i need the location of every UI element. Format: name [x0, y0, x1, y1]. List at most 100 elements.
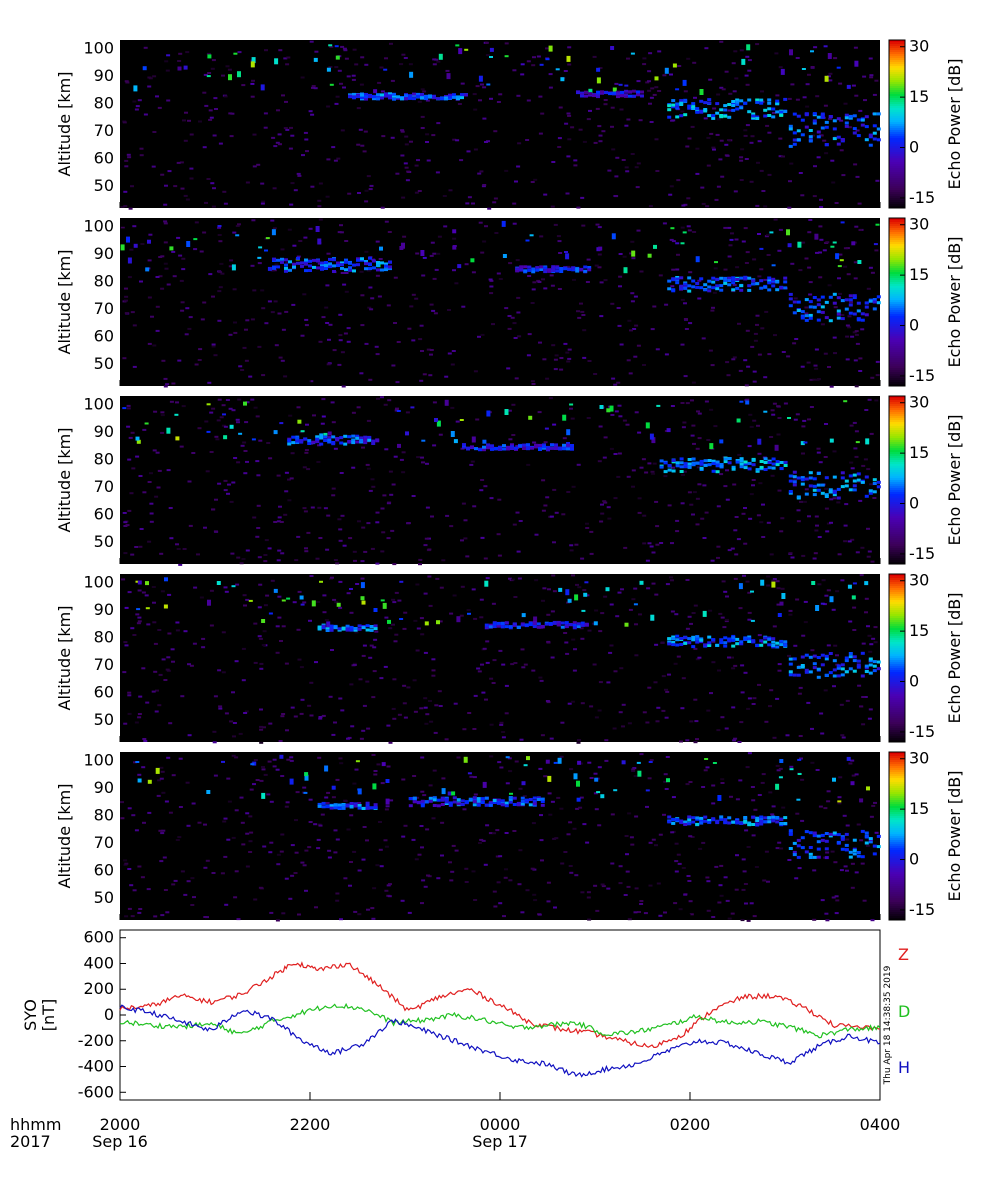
noise-echo: [742, 574, 746, 577]
noise-echo: [134, 546, 139, 548]
noise-echo: [230, 552, 235, 555]
noise-echo: [598, 134, 603, 137]
layer-cell: [755, 819, 760, 822]
colorbar-step: [889, 728, 905, 731]
colorbar-step: [889, 410, 905, 413]
noise-echo: [263, 773, 268, 776]
noise-echo: [788, 613, 793, 616]
layer-cell: [711, 817, 716, 821]
noise-echo: [256, 527, 261, 529]
noise-echo: [569, 871, 574, 874]
noise-echo: [229, 135, 234, 138]
noise-echo: [527, 333, 532, 336]
colorbar-step: [889, 756, 905, 759]
noise-echo: [139, 154, 144, 157]
layer-cell: [484, 623, 489, 627]
noise-echo: [305, 423, 309, 426]
noise-echo: [289, 756, 294, 759]
layer-cell: [792, 142, 797, 146]
noise-echo: [386, 537, 391, 540]
noise-echo: [744, 74, 749, 77]
noise-echo: [297, 913, 301, 916]
noise-echo: [430, 241, 435, 244]
sporadic-echo: [206, 403, 211, 406]
sporadic-echo: [193, 238, 198, 241]
noise-echo: [813, 364, 818, 367]
noise-echo: [326, 363, 331, 366]
sporadic-echo: [712, 762, 717, 764]
noise-echo: [285, 261, 290, 264]
noise-echo: [465, 202, 470, 205]
sporadic-echo: [163, 604, 168, 609]
noise-echo: [156, 794, 161, 797]
noise-echo: [244, 421, 249, 424]
noise-echo: [467, 196, 472, 199]
noise-echo: [538, 767, 543, 770]
layer-cell: [546, 445, 550, 449]
noise-echo: [565, 351, 570, 354]
sporadic-echo: [267, 266, 272, 271]
noise-echo: [449, 879, 454, 882]
layer-cell: [840, 485, 845, 489]
colorbar-step: [889, 430, 905, 433]
noise-echo: [854, 225, 859, 228]
sporadic-echo: [645, 789, 650, 792]
noise-echo: [338, 334, 343, 337]
noise-echo: [427, 575, 432, 578]
colorbar-step: [889, 126, 905, 129]
noise-echo: [712, 107, 717, 110]
layer-cell: [796, 129, 801, 133]
layer-cell: [783, 822, 788, 825]
noise-echo: [554, 511, 559, 514]
noise-echo: [853, 277, 858, 280]
layer-cell: [824, 673, 829, 677]
layer-cell: [840, 138, 845, 141]
sporadic-echo: [746, 44, 751, 51]
layer-cell: [763, 640, 768, 644]
noise-echo: [766, 880, 770, 883]
noise-echo: [752, 915, 757, 918]
noise-echo: [325, 802, 330, 804]
noise-echo: [747, 69, 752, 72]
noise-echo: [824, 152, 829, 155]
layer-cell: [340, 263, 344, 267]
noise-echo: [714, 865, 719, 868]
sporadic-echo: [235, 234, 240, 237]
noise-echo: [589, 777, 594, 779]
noise-echo: [384, 220, 389, 223]
sporadic-echo: [478, 75, 483, 82]
noise-echo: [225, 65, 230, 68]
layer-cell: [691, 463, 696, 467]
layer-cell: [675, 281, 680, 285]
layer-cell: [767, 637, 772, 641]
colorbar-step: [889, 100, 905, 103]
layer-cell: [384, 92, 388, 96]
sporadic-echo: [467, 612, 471, 615]
noise-echo: [498, 93, 503, 96]
noise-echo: [581, 314, 586, 316]
noise-echo: [436, 122, 441, 125]
layer-cell: [320, 267, 324, 271]
noise-echo: [332, 349, 337, 352]
noise-echo: [673, 902, 678, 905]
echo-layer-1: [272, 256, 392, 273]
layer-cell: [345, 803, 350, 807]
noise-echo: [743, 227, 748, 230]
altitude-tick-label: 90: [94, 66, 114, 85]
colorbar-step: [889, 426, 905, 429]
noise-echo: [435, 577, 440, 580]
layer-cell: [562, 443, 566, 447]
noise-echo: [689, 913, 694, 916]
noise-echo: [327, 856, 332, 859]
layer-cell: [548, 622, 553, 625]
layer-cell: [687, 284, 692, 288]
layer-cell: [500, 621, 505, 625]
noise-echo: [598, 67, 603, 69]
noise-echo: [676, 179, 681, 182]
noise-echo: [801, 241, 806, 244]
noise-echo: [603, 103, 608, 106]
noise-echo: [610, 813, 615, 816]
noise-echo: [211, 295, 215, 298]
noise-echo: [778, 137, 783, 140]
sporadic-echo: [279, 422, 284, 425]
